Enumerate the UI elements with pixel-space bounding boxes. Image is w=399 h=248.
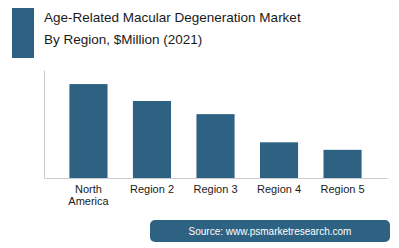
x-tick: Region 4 xyxy=(257,183,301,195)
x-axis-line xyxy=(45,178,388,179)
bar xyxy=(69,84,107,178)
chart: Age-Related Macular Degeneration Market B… xyxy=(0,0,399,248)
y-axis-line xyxy=(44,71,45,179)
title-decoration xyxy=(12,8,34,58)
x-tick-label: NorthAmerica xyxy=(68,183,109,208)
x-tick: NorthAmerica xyxy=(68,183,109,208)
plot: NorthAmerica Region 2 Region 3 Region 4 Regi… xyxy=(45,71,388,208)
x-tick-label: Region 4 xyxy=(257,183,301,195)
x-tick: Region 2 xyxy=(130,183,174,195)
x-tick-label: Region 2 xyxy=(130,183,174,195)
bar xyxy=(323,150,361,178)
source-box xyxy=(150,220,390,242)
source-text: Source: www.psmarketresearch.com xyxy=(189,226,352,237)
subtitle: By Region, $Million (2021) xyxy=(44,32,202,47)
bar xyxy=(260,142,298,178)
x-tick-label: Region 3 xyxy=(193,183,237,195)
y-axis xyxy=(44,71,45,179)
bars xyxy=(69,84,361,178)
bar xyxy=(196,114,234,178)
bar xyxy=(133,101,171,178)
x-axis: NorthAmerica Region 2 Region 3 Region 4 Regi… xyxy=(45,179,388,208)
x-tick: Region 5 xyxy=(321,183,365,195)
x-tick-label: Region 5 xyxy=(321,183,365,195)
x-tick: Region 3 xyxy=(193,183,237,195)
title: Age-Related Macular Degeneration Market xyxy=(44,10,301,25)
